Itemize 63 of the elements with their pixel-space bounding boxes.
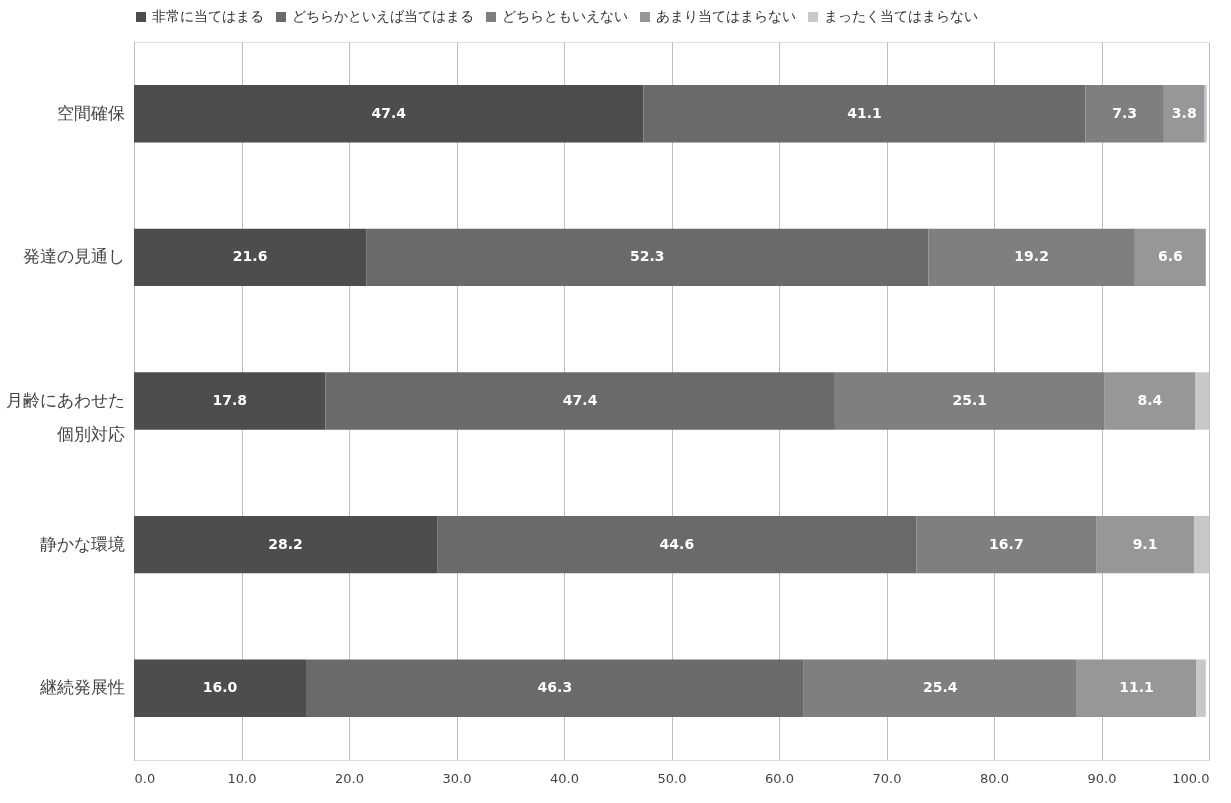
x-tick-label: 10.0 (227, 770, 257, 786)
x-tick-label: 40.0 (550, 770, 579, 786)
bar (134, 515, 438, 574)
data-label: 3.8 (1171, 104, 1197, 121)
data-label: 8.4 (1137, 392, 1163, 408)
data-label: 41.1 (847, 104, 882, 121)
data-label: 16.7 (989, 535, 1024, 552)
data-label: 16.0 (202, 679, 238, 696)
bar (1076, 659, 1197, 717)
data-label: 47.4 (371, 104, 407, 121)
y-tick-label: 継続発展性 (38, 677, 125, 698)
bar (134, 372, 326, 430)
x-tick-label: 90.0 (1087, 770, 1117, 786)
data-label: 19.2 (1014, 248, 1049, 265)
bar (1134, 228, 1206, 287)
bar (803, 659, 1077, 717)
bar (834, 372, 1105, 430)
bar (134, 228, 367, 287)
data-label: 52.3 (630, 248, 665, 265)
x-tick-label: 20.0 (335, 770, 364, 786)
y-tick-label: 静かな環境 (39, 533, 125, 554)
bar (916, 515, 1097, 574)
data-label: 25.4 (922, 679, 958, 696)
bar (366, 228, 929, 287)
y-tick-label: 月齢にあわせた個別対応 (5, 390, 125, 444)
x-tick-label: 0.0 (134, 770, 156, 786)
legend-label: まったく当てはまらない (824, 8, 978, 24)
bar (643, 85, 1086, 143)
x-tick-label: 80.0 (980, 770, 1009, 786)
data-label: 17.8 (212, 392, 247, 408)
bar (1104, 372, 1196, 430)
bar (1204, 85, 1207, 143)
y-tick-label: 発達の見通し (22, 246, 125, 267)
bar (134, 659, 306, 717)
data-label: 44.6 (659, 535, 695, 552)
data-label: 28.2 (268, 535, 303, 552)
legend-label: 非常に当てはまる (152, 8, 264, 24)
y-tick-label: 空間確保 (56, 102, 125, 123)
data-label: 11.1 (1119, 679, 1154, 696)
bar (306, 659, 804, 717)
bar (1163, 85, 1205, 143)
x-tick-label: 60.0 (765, 770, 794, 786)
legend-label: どちらともいえない (502, 8, 628, 24)
data-label: 25.1 (952, 392, 988, 408)
data-label: 6.6 (1157, 248, 1183, 265)
bar (1196, 659, 1206, 717)
data-label: 9.1 (1132, 535, 1158, 552)
bar (325, 372, 835, 430)
x-tick-label: 70.0 (872, 770, 902, 786)
bar (1085, 85, 1164, 143)
bar (1096, 515, 1194, 574)
data-label: 46.3 (537, 679, 573, 696)
legend-label: どちらかといえば当てはまる (292, 8, 474, 24)
bar (437, 515, 917, 574)
x-tick-label: 100.0 (1172, 770, 1210, 786)
x-tick-label: 30.0 (442, 770, 472, 786)
data-label: 7.3 (1112, 104, 1138, 121)
data-label: 47.4 (562, 392, 598, 408)
x-tick-label: 50.0 (657, 770, 687, 786)
bar (134, 85, 644, 143)
legend-label: あまり当てはまらない (656, 8, 796, 24)
bar (928, 228, 1135, 287)
data-label: 21.6 (232, 248, 268, 265)
